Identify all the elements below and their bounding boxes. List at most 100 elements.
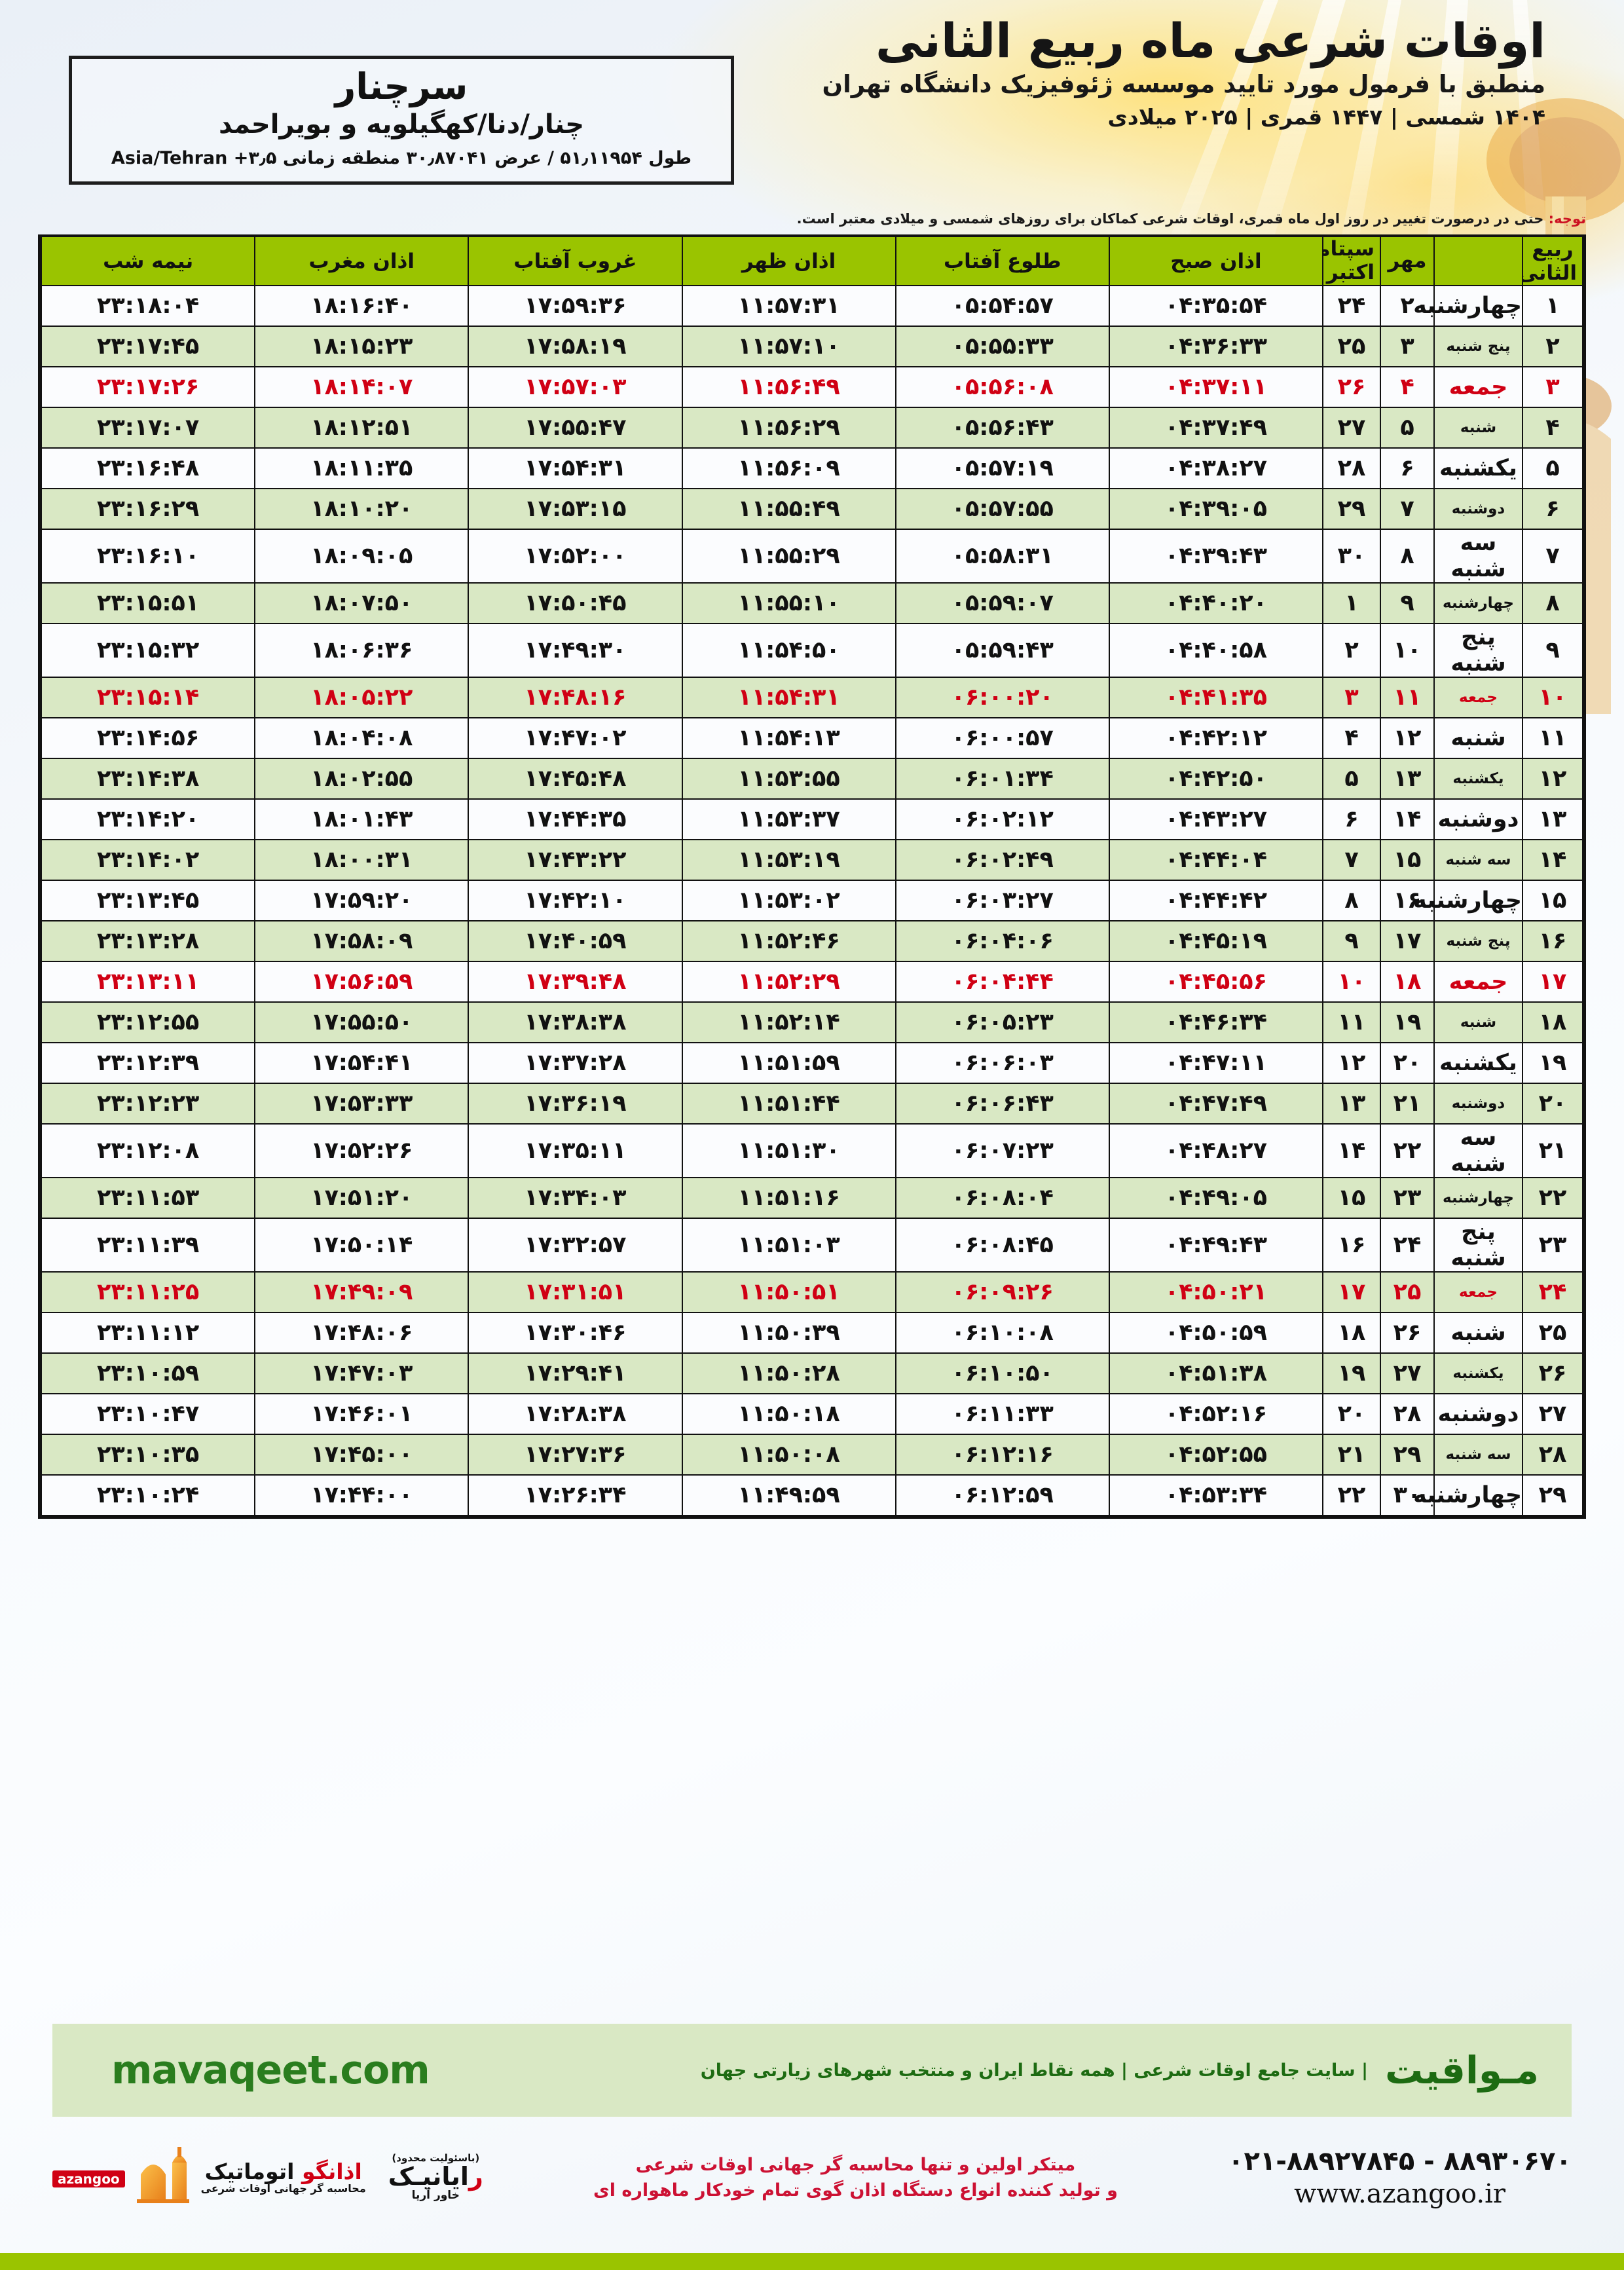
fajr-time: ۰۴:۳۹:۴۳ <box>1108 529 1324 584</box>
maghrib-time: ۱۷:۵۶:۵۹ <box>254 961 470 1003</box>
dhuhr-time: ۱۱:۵۶:۴۹ <box>681 366 896 408</box>
day-index: ۱۰ <box>1522 677 1583 718</box>
maghrib-time: ۱۸:۱۵:۲۳ <box>254 326 470 367</box>
sunset-time: ۱۷:۴۵:۴۸ <box>468 758 683 800</box>
sunset-time: ۱۷:۵۹:۳۶ <box>468 285 683 327</box>
fajr-time: ۰۴:۳۹:۰۵ <box>1108 488 1324 530</box>
sunset-time: ۱۷:۵۴:۳۱ <box>468 447 683 489</box>
table-row: ۱۶ پنج شنبه ۱۷ ۹ ۰۴:۴۵:۱۹ ۰۶:۰۴:۰۶ ۱۱:۵۲:۴۶ ۱۷:… <box>40 920 1583 962</box>
fajr-time: ۰۴:۴۶:۳۴ <box>1108 1001 1324 1043</box>
maghrib-time: ۱۸:۱۴:۰۷ <box>254 366 470 408</box>
mehr-day: ۴ <box>1380 366 1435 408</box>
weekday-name: جمعه <box>1433 677 1523 718</box>
weekday-name: شنبه <box>1433 717 1523 759</box>
fajr-time: ۰۴:۳۶:۳۳ <box>1108 326 1324 367</box>
sunrise-time: ۰۶:۱۱:۳۳ <box>895 1393 1110 1435</box>
weekday-name: دوشنبه <box>1433 1393 1523 1435</box>
dhuhr-time: ۱۱:۴۹:۵۹ <box>681 1474 896 1516</box>
day-index: ۲۳ <box>1522 1218 1583 1273</box>
gregorian-day: ۲۸ <box>1322 447 1381 489</box>
sunrise-time: ۰۵:۵۷:۵۵ <box>895 488 1110 530</box>
maghrib-time: ۱۷:۵۰:۱۴ <box>254 1218 470 1273</box>
maghrib-time: ۱۸:۰۱:۴۳ <box>254 798 470 840</box>
day-index: ۲۶ <box>1522 1352 1583 1394</box>
day-index: ۲۰ <box>1522 1083 1583 1125</box>
mehr-day: ۸ <box>1380 529 1435 584</box>
table-row: ۸ چهارشنبه ۹ ۱ ۰۴:۴۰:۲۰ ۰۵:۵۹:۰۷ ۱۱:۵۵:۱۰ ۱۷:۵۰… <box>40 582 1583 624</box>
mehr-day: ۲۶ <box>1380 1312 1435 1354</box>
rayanik-rest: ایانیـک <box>388 2162 469 2191</box>
contact-website[interactable]: www.azangoo.ir <box>1294 2179 1505 2209</box>
notice-line: توجه: حتی در درصورت تغییر در روز اول ماه… <box>797 211 1586 227</box>
table-row: ۲۲ چهارشنبه ۲۳ ۱۵ ۰۴:۴۹:۰۵ ۰۶:۰۸:۰۴ ۱۱:۵۱:۱۶ ۱۷… <box>40 1177 1583 1219</box>
sunrise-time: ۰۵:۵۶:۰۸ <box>895 366 1110 408</box>
midnight-time: ۲۳:۱۵:۳۲ <box>40 623 256 678</box>
notice-text: حتی در درصورت تغییر در روز اول ماه قمری،… <box>796 211 1549 227</box>
weekday-name: جمعه <box>1433 1271 1523 1313</box>
weekday-name: یکشنبه <box>1433 758 1523 800</box>
fajr-time: ۰۴:۳۷:۱۱ <box>1108 366 1324 408</box>
weekday-name: چهارشنبه <box>1433 1177 1523 1219</box>
gregorian-day: ۲۷ <box>1322 407 1381 449</box>
sunrise-time: ۰۶:۱۰:۵۰ <box>895 1352 1110 1394</box>
header-sunset: غروب آفتاب <box>468 237 683 286</box>
header-dhuhr: اذان ظهر <box>681 237 896 286</box>
dhuhr-time: ۱۱:۵۲:۴۶ <box>681 920 896 962</box>
gregorian-day: ۱ <box>1322 582 1381 624</box>
dhuhr-time: ۱۱:۵۱:۳۰ <box>681 1123 896 1178</box>
maghrib-time: ۱۷:۵۹:۲۰ <box>254 880 470 921</box>
prayer-times-table: ربیع الثانی مهر سپتامبر اکتبر اذان صبح ط… <box>40 237 1583 1516</box>
gregorian-day: ۱۸ <box>1322 1312 1381 1354</box>
sunrise-time: ۰۶:۰۰:۲۰ <box>895 677 1110 718</box>
day-index: ۲۵ <box>1522 1312 1583 1354</box>
midnight-time: ۲۳:۱۰:۵۹ <box>40 1352 256 1394</box>
fajr-time: ۰۴:۴۵:۵۶ <box>1108 961 1324 1003</box>
midnight-time: ۲۳:۱۴:۲۰ <box>40 798 256 840</box>
table-row: ۲۳ پنج شنبه ۲۴ ۱۶ ۰۴:۴۹:۴۳ ۰۶:۰۸:۴۵ ۱۱:۵۱:۰۳ ۱۷… <box>40 1218 1583 1273</box>
sunset-time: ۱۷:۳۱:۵۱ <box>468 1271 683 1313</box>
table-row: ۲۹ چهارشنبه ۳۰ ۲۲ ۰۴:۵۳:۳۴ ۰۶:۱۲:۵۹ ۱۱:۴۹:۵۹ ۱۷… <box>40 1474 1583 1516</box>
rayanik-sub: خاور آریا <box>388 2189 483 2202</box>
weekday-name: چهارشنبه <box>1433 582 1523 624</box>
sunset-time: ۱۷:۴۳:۲۲ <box>468 839 683 881</box>
dhuhr-time: ۱۱:۵۵:۱۰ <box>681 582 896 624</box>
day-index: ۳ <box>1522 366 1583 408</box>
mehr-day: ۲۴ <box>1380 1218 1435 1273</box>
weekday-name: سه شنبه <box>1433 839 1523 881</box>
fajr-time: ۰۴:۴۹:۰۵ <box>1108 1177 1324 1219</box>
dhuhr-time: ۱۱:۵۱:۴۴ <box>681 1083 896 1125</box>
fajr-time: ۰۴:۴۵:۱۹ <box>1108 920 1324 962</box>
midnight-time: ۲۳:۱۲:۵۵ <box>40 1001 256 1043</box>
gregorian-day: ۲ <box>1322 623 1381 678</box>
table-row: ۲۸ سه شنبه ۲۹ ۲۱ ۰۴:۵۲:۵۵ ۰۶:۱۲:۱۶ ۱۱:۵۰:۰۸ ۱۷:… <box>40 1434 1583 1476</box>
sunrise-time: ۰۶:۰۵:۲۳ <box>895 1001 1110 1043</box>
maghrib-time: ۱۸:۰۵:۲۲ <box>254 677 470 718</box>
sunset-time: ۱۷:۲۷:۳۶ <box>468 1434 683 1476</box>
midnight-time: ۲۳:۱۷:۴۵ <box>40 326 256 367</box>
header-gregorian-line2: اکتبر <box>1326 260 1375 284</box>
sunrise-time: ۰۵:۵۹:۴۳ <box>895 623 1110 678</box>
mavaqeet-url[interactable]: mavaqeet.com <box>111 2047 430 2093</box>
midnight-time: ۲۳:۱۱:۲۵ <box>40 1271 256 1313</box>
midnight-time: ۲۳:۱۰:۴۷ <box>40 1393 256 1435</box>
day-index: ۱۳ <box>1522 798 1583 840</box>
fajr-time: ۰۴:۴۳:۲۷ <box>1108 798 1324 840</box>
table-row: ۱۸ شنبه ۱۹ ۱۱ ۰۴:۴۶:۳۴ ۰۶:۰۵:۲۳ ۱۱:۵۲:۱۴ ۱۷:۳۸:… <box>40 1001 1583 1043</box>
azangoo-text: اذانگو اتوماتیک محاسبه گر جهانی اوقات شر… <box>201 2160 366 2194</box>
day-index: ۱۷ <box>1522 961 1583 1003</box>
weekday-name: دوشنبه <box>1433 1083 1523 1125</box>
location-region: چنار/دنا/کهگیلویه و بویراحمد <box>218 109 585 140</box>
gregorian-day: ۱۰ <box>1322 961 1381 1003</box>
fajr-time: ۰۴:۴۴:۰۴ <box>1108 839 1324 881</box>
dhuhr-time: ۱۱:۵۴:۳۱ <box>681 677 896 718</box>
weekday-name: پنج شنبه <box>1433 920 1523 962</box>
fajr-time: ۰۴:۴۸:۲۷ <box>1108 1123 1324 1178</box>
midnight-time: ۲۳:۱۲:۰۸ <box>40 1123 256 1178</box>
page-title: اوقات شرعی ماه ربیع الثانی <box>875 13 1546 68</box>
gregorian-day: ۱۹ <box>1322 1352 1381 1394</box>
mehr-day: ۲۹ <box>1380 1434 1435 1476</box>
bottom-green-rule <box>0 2253 1624 2270</box>
weekday-name: یکشنبه <box>1433 1352 1523 1394</box>
midnight-time: ۲۳:۱۸:۰۴ <box>40 285 256 327</box>
gregorian-day: ۶ <box>1322 798 1381 840</box>
